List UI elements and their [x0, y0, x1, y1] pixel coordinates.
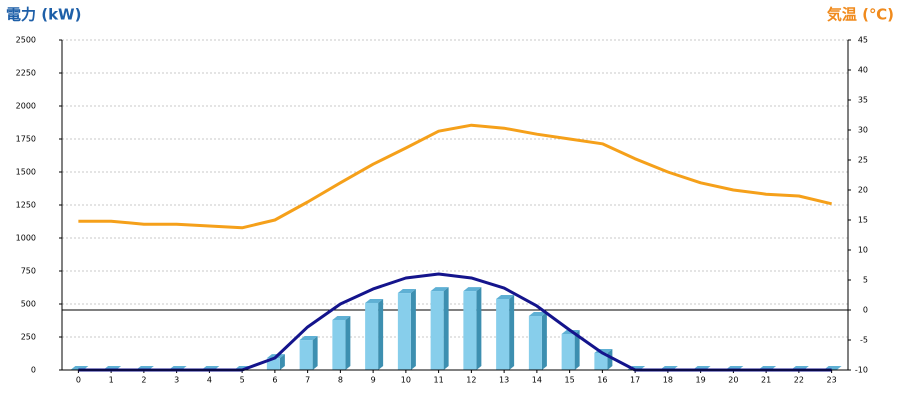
- bar: [430, 291, 444, 370]
- x-tick-label: 22: [794, 376, 804, 385]
- bar-side: [279, 354, 285, 370]
- bar-top: [463, 287, 482, 292]
- x-tick-label: 4: [207, 376, 212, 385]
- y-tick-label: 2000: [16, 102, 36, 111]
- bar: [561, 333, 575, 370]
- bar-side: [410, 289, 416, 370]
- x-tick-label: 0: [76, 376, 81, 385]
- y2-tick-label: 0: [863, 306, 868, 315]
- bar: [332, 319, 346, 370]
- x-tick-label: 13: [499, 376, 509, 385]
- x-tick-label: 18: [663, 376, 673, 385]
- bar-side: [574, 329, 580, 370]
- bar: [299, 340, 313, 370]
- y2-tick-label: 45: [858, 36, 868, 45]
- x-tick-label: 2: [141, 376, 146, 385]
- y2-tick-label: -5: [860, 336, 868, 345]
- x-tick-label: 5: [240, 376, 245, 385]
- y-tick-label: 2500: [16, 36, 36, 45]
- bar-side: [607, 348, 613, 370]
- bar: [463, 291, 477, 370]
- x-tick-label: 8: [338, 376, 343, 385]
- y2-tick-label: 30: [858, 126, 868, 135]
- y2-tick-label: 35: [858, 96, 868, 105]
- line: [78, 123, 832, 230]
- bar-side: [345, 315, 351, 370]
- x-tick-label: 17: [630, 376, 640, 385]
- line: [78, 272, 832, 372]
- bar: [528, 316, 542, 370]
- bar-side: [541, 312, 547, 370]
- x-tick-label: 6: [272, 376, 277, 385]
- x-tick-label: 7: [305, 376, 310, 385]
- bar-side: [509, 294, 515, 370]
- bar-side: [443, 287, 449, 370]
- y2-tick-label: 10: [858, 246, 868, 255]
- x-tick-label: 16: [597, 376, 607, 385]
- x-tick-label: 11: [434, 376, 444, 385]
- y-tick-label: 1250: [16, 201, 36, 210]
- y-axis-title: 電力 (kW): [6, 6, 81, 24]
- bar-side: [378, 298, 384, 370]
- y2-tick-label: 15: [858, 216, 868, 225]
- y-tick-label: 1000: [16, 234, 36, 243]
- bar-top: [397, 289, 416, 294]
- x-tick-label: 9: [371, 376, 376, 385]
- bar-top: [430, 287, 449, 292]
- bar: [594, 352, 608, 370]
- y-tick-label: 1750: [16, 135, 36, 144]
- bar: [365, 302, 379, 370]
- bar-top: [299, 336, 318, 341]
- bar-top: [496, 294, 515, 299]
- x-tick-label: 23: [827, 376, 837, 385]
- x-tick-label: 20: [728, 376, 738, 385]
- bar-top: [528, 312, 547, 317]
- bar-side: [476, 287, 482, 370]
- x-tick-label: 10: [401, 376, 411, 385]
- x-tick-label: 14: [532, 376, 542, 385]
- x-tick-label: 21: [761, 376, 771, 385]
- y2-tick-label: 25: [858, 156, 868, 165]
- y2-tick-label: 5: [863, 276, 868, 285]
- y-tick-label: 0: [31, 366, 36, 375]
- y-tick-label: 750: [21, 267, 36, 276]
- bar-top: [332, 315, 351, 320]
- y2-axis-title: 気温 (℃): [827, 6, 894, 24]
- bar: [397, 293, 411, 370]
- x-tick-label: 3: [174, 376, 179, 385]
- y-tick-label: 500: [21, 300, 36, 309]
- y2-tick-label: -10: [855, 366, 868, 375]
- bar: [496, 298, 510, 370]
- bar-top: [365, 298, 384, 303]
- y-tick-label: 1500: [16, 168, 36, 177]
- bar-side: [312, 336, 318, 370]
- y2-tick-label: 20: [858, 186, 868, 195]
- x-tick-label: 19: [696, 376, 706, 385]
- y-tick-label: 250: [21, 333, 36, 342]
- y2-tick-label: 40: [858, 66, 868, 75]
- bar: [266, 358, 280, 370]
- x-tick-label: 15: [565, 376, 575, 385]
- y-tick-label: 2250: [16, 69, 36, 78]
- x-tick-label: 12: [466, 376, 476, 385]
- x-tick-label: 1: [109, 376, 114, 385]
